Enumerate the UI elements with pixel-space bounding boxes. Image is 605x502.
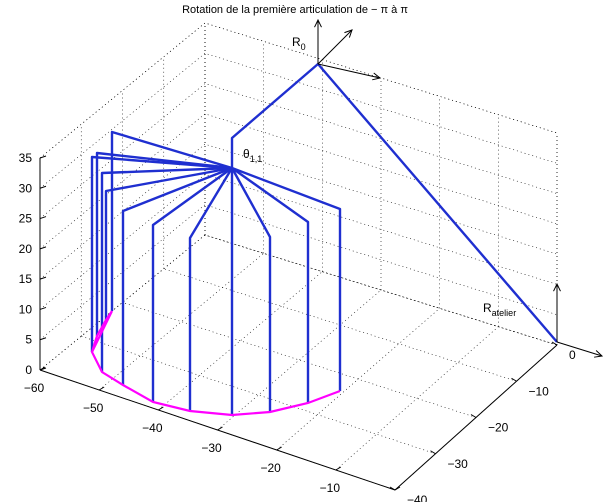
grid-z-line <box>39 83 558 219</box>
ratelier-x-arrow <box>556 341 603 357</box>
grid-z-line <box>39 234 558 371</box>
grid-floor-line <box>217 289 382 431</box>
z-tick-label: 25 <box>19 212 33 226</box>
theta-label: θ1,1 <box>243 147 262 164</box>
arm-pose-line <box>104 166 233 320</box>
z-tick-mark <box>39 216 47 220</box>
grid-floor-back <box>39 234 558 371</box>
right-tick-mark <box>511 377 517 382</box>
grid-floor-line <box>163 268 517 382</box>
r0-x-arrow <box>317 63 381 79</box>
arm-lines <box>90 62 558 415</box>
grid-floor-line <box>81 335 436 455</box>
r0-y-arrow-head <box>344 29 353 38</box>
arm-pose-line <box>110 130 233 311</box>
arm-pose-line <box>230 167 272 412</box>
arm-pose-line <box>231 167 310 403</box>
left-tick-mark <box>217 426 223 431</box>
right-tick-mark <box>389 486 396 491</box>
left-tick-mark <box>394 486 401 491</box>
z-tick-label: 15 <box>19 272 33 286</box>
r0-z-arrow-head <box>314 18 322 28</box>
left-tick-label: −20 <box>260 461 281 475</box>
axis-ticks: 05101520253035−60−50−40−30−20−1000−10−20… <box>19 151 576 502</box>
z-tick-label: 0 <box>25 363 32 377</box>
z-tick-mark <box>39 337 47 341</box>
arm-pose-line <box>188 167 234 411</box>
left-tick-mark <box>39 366 46 371</box>
right-tick-label: 0 <box>569 348 576 362</box>
arm-pose-line <box>90 155 233 352</box>
left-tick-mark <box>158 406 164 411</box>
right-tick-mark <box>430 450 436 455</box>
ratelier-x-arrow-head <box>594 350 604 358</box>
left-tick-label: −60 <box>24 381 45 395</box>
z-tick-mark <box>39 185 47 189</box>
left-tick-label: −50 <box>83 401 104 415</box>
grid <box>39 22 558 491</box>
left-tick-mark <box>276 446 282 451</box>
chart-title: Rotation de la première articulation de … <box>182 4 408 16</box>
left-tick-label: −30 <box>201 441 222 455</box>
r0-x-arrow-head <box>372 72 382 81</box>
right-tick-mark <box>551 341 558 346</box>
z-tick-mark <box>39 306 47 310</box>
z-tick-mark <box>39 276 47 280</box>
ratelier-label: Ratelier <box>483 301 516 318</box>
z-tick-label: 20 <box>19 242 33 256</box>
z-tick-label: 10 <box>19 302 33 316</box>
grid-z-line <box>39 52 558 189</box>
z-tick-mark <box>39 155 47 159</box>
grid-floor-line <box>158 271 323 411</box>
grid-floor-line <box>204 234 558 346</box>
axes-frame <box>39 158 558 491</box>
r0-y-arrow <box>317 29 353 65</box>
arm-pose-line <box>121 166 233 385</box>
grid-floor-line <box>335 326 499 471</box>
ratelier-z-arrow-head <box>553 282 561 292</box>
trajectory-curve <box>90 310 341 417</box>
grid-floor-line <box>276 308 440 451</box>
z-tick-label: 35 <box>19 151 33 165</box>
right-tick-label: −40 <box>407 493 428 502</box>
right-tick-label: −30 <box>448 457 469 471</box>
left-tick-mark <box>98 386 105 391</box>
left-tick-label: −40 <box>142 421 163 435</box>
arm-pose-line <box>151 167 233 402</box>
trajectory <box>90 310 341 417</box>
r0-label: R0 <box>292 35 306 52</box>
right-tick-label: −10 <box>529 384 550 398</box>
arm-pose-line <box>95 151 233 336</box>
grid-floor-line <box>122 302 477 418</box>
z-tick-label: 30 <box>19 181 33 195</box>
grid-z-line <box>39 204 558 340</box>
arm-pose-line <box>100 166 233 372</box>
arm-pose-line <box>231 166 342 391</box>
left-tick-mark <box>335 466 342 471</box>
right-tick-label: −20 <box>488 421 509 435</box>
grid-z-line <box>39 143 558 280</box>
z-tick-mark <box>39 246 47 250</box>
left-tick-label: −10 <box>320 481 341 495</box>
right-tick-mark <box>470 414 477 418</box>
frame-arrows <box>314 18 604 358</box>
arm-main-pose <box>230 62 558 343</box>
z-tick-label: 5 <box>25 333 32 347</box>
grid-z-line <box>39 174 558 310</box>
